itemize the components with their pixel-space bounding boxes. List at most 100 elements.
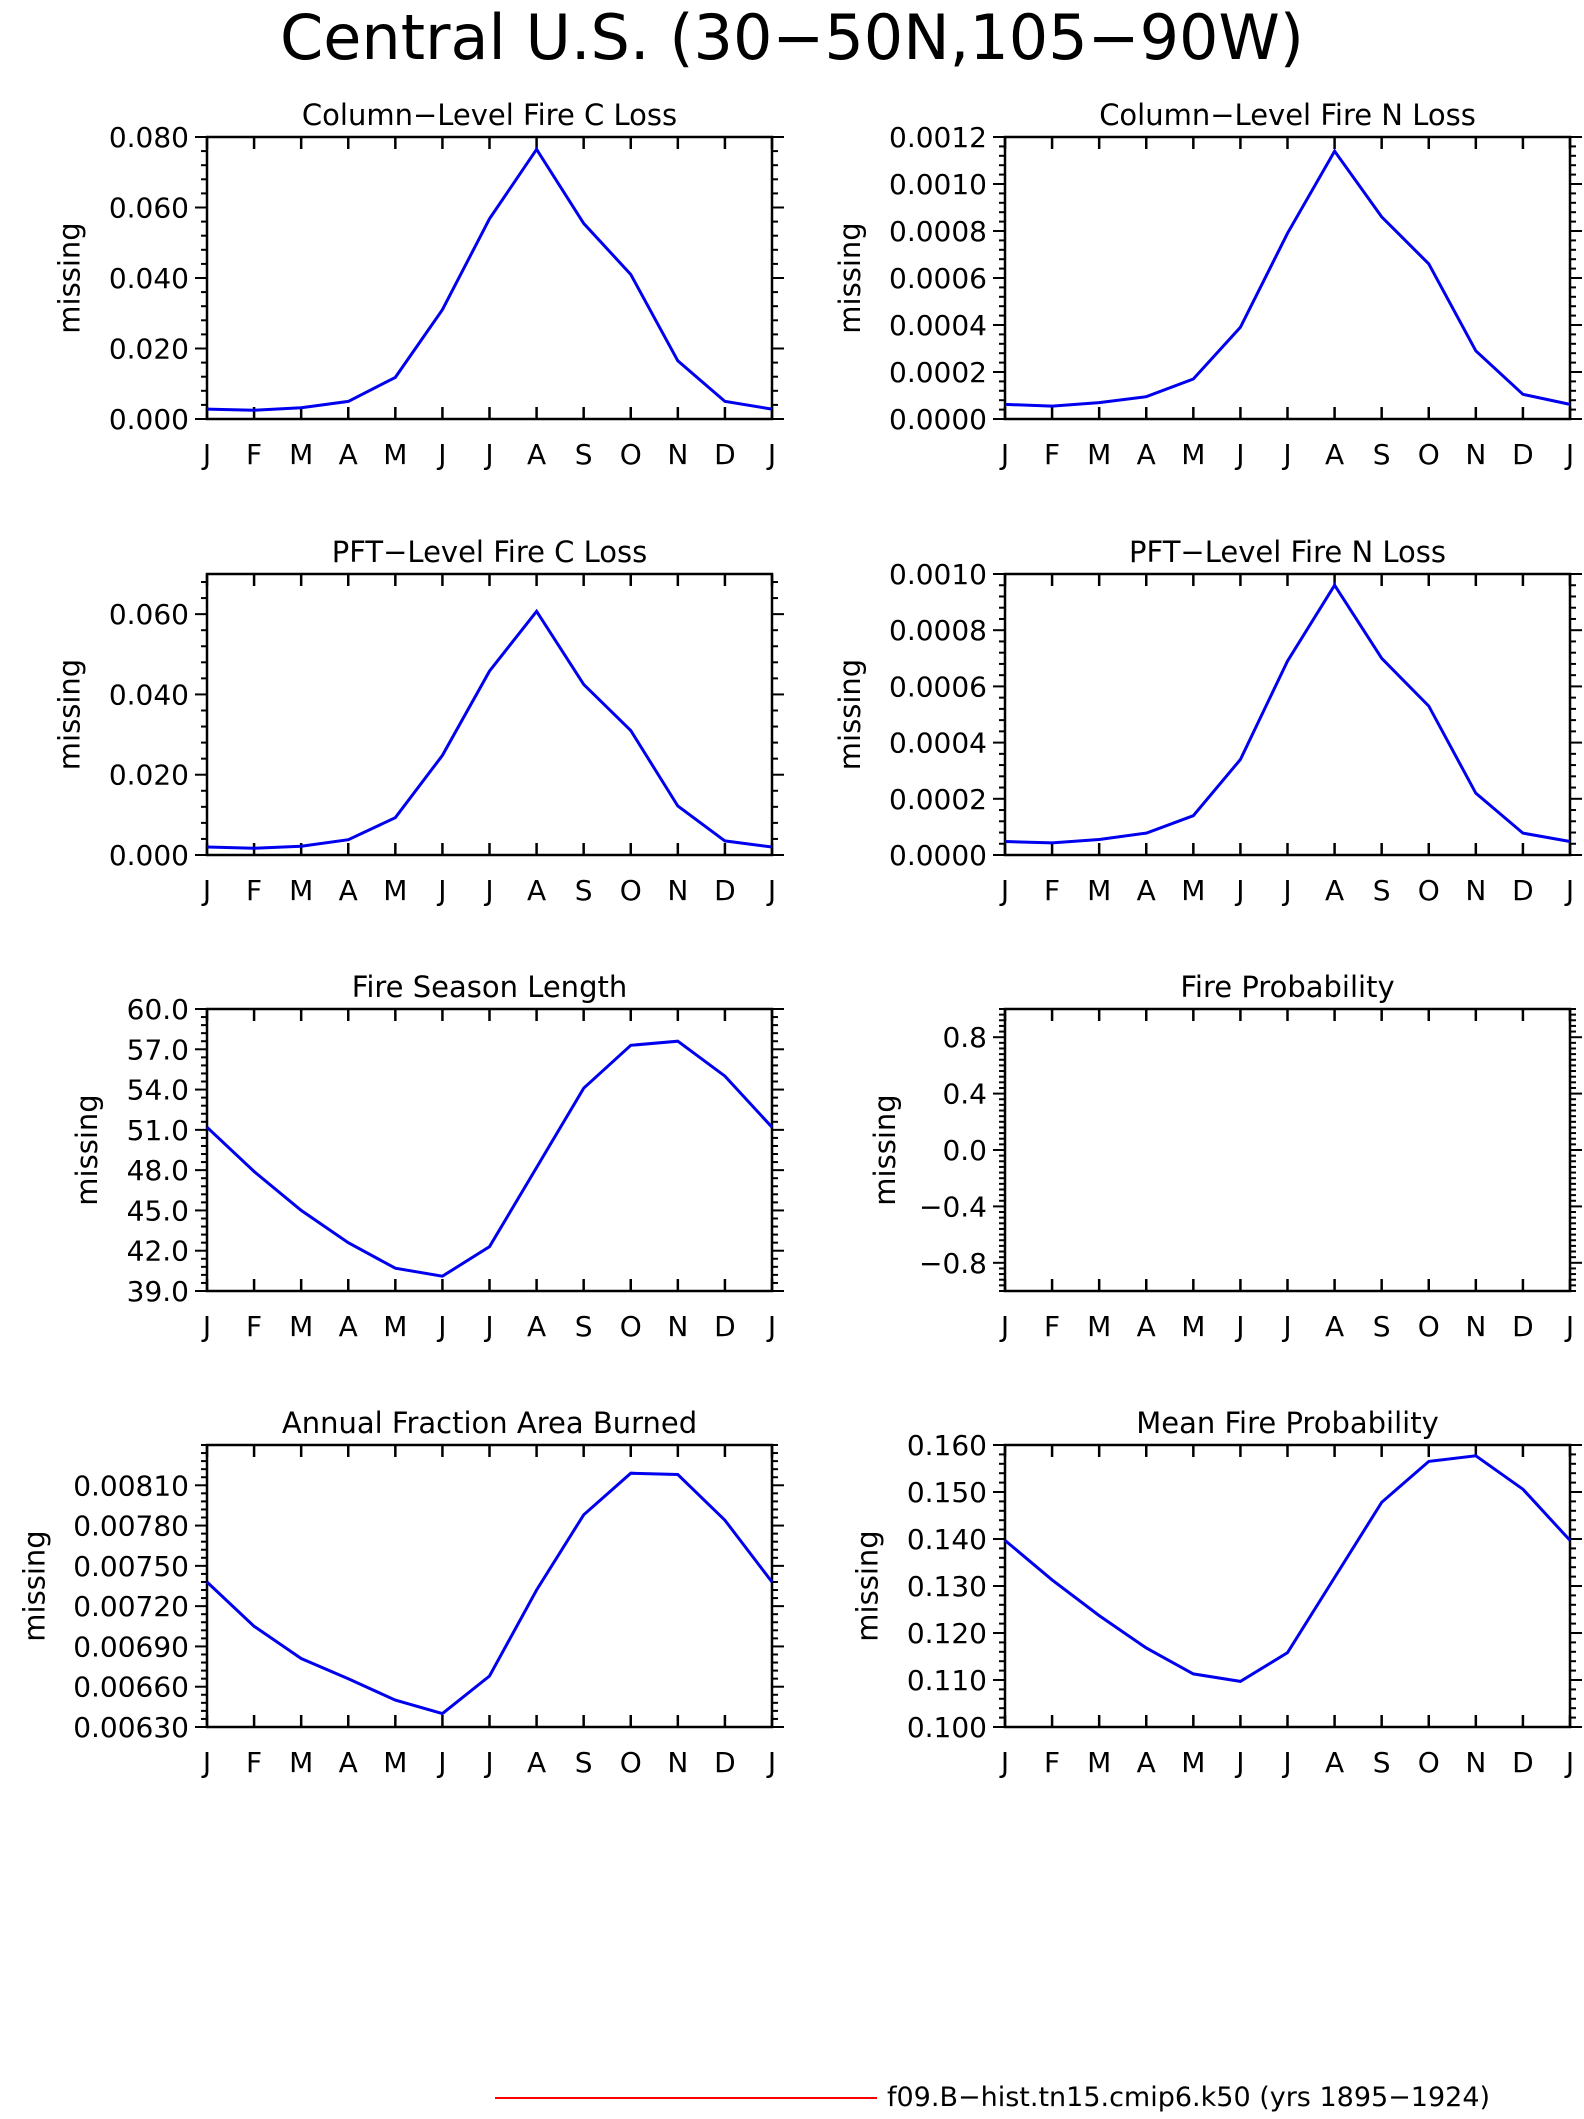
x-tick-label: S [575,874,593,907]
x-tick-label: A [527,438,546,471]
chart-svg: J F M A M J J A S O N D J39.042.045.048.051.054.057.… [70,970,784,1343]
x-tick-label: M [289,874,313,907]
y-tick-label: 0.0006 [889,670,987,703]
panel-title: Column−Level Fire N Loss [1099,98,1476,132]
x-tick-label: A [1325,874,1344,907]
x-tick-label: F [1044,874,1060,907]
y-tick-label: 0.0000 [889,839,987,872]
x-tick-label: J [999,1746,1009,1779]
x-tick-label: J [1281,1310,1291,1343]
x-tick-label: J [201,874,211,907]
x-tick-label: M [1087,1310,1111,1343]
x-tick-label: J [436,438,446,471]
x-tick-label: M [289,1746,313,1779]
x-tick-label: S [1373,438,1391,471]
y-tick-label: −0.4 [919,1190,987,1223]
panel-fire-probability: J F M A M J J A S O N D J −0.8 −0.4 0.0 0.4 0.8 missing Fir… [795,949,1584,1365]
x-tick-label: A [339,438,358,471]
x-tick-label: F [1044,1746,1060,1779]
series-line [1004,582,1571,845]
y-tick-label: 0.000 [109,839,189,872]
y-tick-label: 0.0006 [889,262,987,295]
x-tick-label: J [1234,1746,1244,1779]
plot-frame [1003,572,1572,857]
x-tick-label: D [1512,1310,1534,1343]
x-tick-label: J [999,874,1009,907]
y-tick-label: 0.0010 [889,168,987,201]
y-tick-label: 0.060 [109,598,189,631]
x-tick-label: J [766,874,776,907]
panel-title: Fire Season Length [352,970,627,1004]
y-tick-label: 0.160 [907,1429,987,1462]
x-tick-label: J [1234,874,1244,907]
y-tick-label: 0.040 [109,262,189,295]
y-axis-label: missing [70,1094,104,1205]
x-tick-label: M [1087,438,1111,471]
y-tick-label: 0.0 [942,1134,987,1167]
y-tick-label: 0.0000 [889,403,987,436]
x-tick-label: J [1564,874,1574,907]
panel-title: PFT−Level Fire N Loss [1129,535,1446,569]
chart-svg: J F M A M J J A S O N D J0.0000.0200.0400.060missing… [53,535,784,907]
y-tick-label: 0.110 [907,1664,987,1697]
x-tick-label: M [1181,438,1205,471]
x-tick-label: J [1281,438,1291,471]
x-tick-label: A [1325,1746,1344,1779]
x-tick-label: A [339,874,358,907]
x-tick-label: D [714,1310,736,1343]
x-tick-label: F [246,438,262,471]
y-axis-label: missing [53,222,87,333]
y-tick-label: 0.0010 [889,558,987,591]
y-tick-label: 0.00780 [73,1510,189,1543]
y-tick-label: 0.120 [907,1617,987,1650]
y-tick-label: 0.020 [109,333,189,366]
y-axis-label: missing [851,1530,885,1641]
x-tick-label: M [1181,1746,1205,1779]
panel-column-fire-c-loss: J F M A M J J A S O N D J 0.000 0.020 0.040 0.060 0.080 mi… [0,77,792,493]
y-tick-label: 0.0002 [889,783,987,816]
x-tick-label: J [1564,1310,1574,1343]
x-tick-label: O [1418,438,1440,471]
x-tick-label: S [575,1310,593,1343]
panel-pft-fire-c-loss: J F M A M J J A S O N D J 0.000 0.020 0.040 0.060 missing… [0,514,792,929]
x-tick-label: F [246,1746,262,1779]
panel-mean-fire-probability: J F M A M J J A S O N D J 0.100 0.110 0.120 0.130 0.140 0.… [795,1385,1584,1801]
y-tick-label: 51.0 [127,1114,189,1147]
x-tick-label: F [246,1310,262,1343]
figure-title: Central U.S. (30−50N,105−90W) [280,1,1304,74]
plot-frame [205,1443,774,1729]
x-tick-label: J [483,1746,493,1779]
chart-svg: J F M A M J J A S O N D J0.1000.1100.1200.1300.1400.… [851,1406,1582,1779]
x-tick-label: S [575,438,593,471]
x-tick-label: D [1512,438,1534,471]
x-tick-label: J [1234,438,1244,471]
panel-annual-fraction-area-burned: J F M A M J J A S O N D J 0.00630 0.00660 0.00690 0.0072… [0,1385,792,1801]
y-tick-label: 0.140 [907,1523,987,1556]
x-tick-label: J [483,438,493,471]
y-tick-label: 0.0004 [889,727,987,760]
series-line [1004,1454,1572,1683]
y-tick-label: 0.0008 [889,614,987,647]
panel-title: Column−Level Fire C Loss [302,98,677,132]
x-tick-label: J [201,1746,211,1779]
x-tick-label: M [1087,874,1111,907]
y-tick-label: 0.060 [109,192,189,225]
y-tick-label: 0.150 [907,1476,987,1509]
y-tick-label: 0.0004 [889,309,987,342]
x-tick-label: A [1325,438,1344,471]
y-tick-label: 0.040 [109,678,189,711]
x-tick-label: D [714,874,736,907]
x-tick-label: A [1137,1746,1156,1779]
x-tick-label: M [1181,1310,1205,1343]
x-tick-label: J [1564,1746,1574,1779]
x-tick-label: M [1181,874,1205,907]
series-line [1004,148,1571,408]
x-tick-label: N [1465,1310,1486,1343]
x-tick-label: A [527,874,546,907]
x-tick-label: J [999,438,1009,471]
y-tick-label: 0.00810 [73,1469,189,1502]
y-tick-label: 42.0 [127,1235,189,1268]
x-tick-label: N [1465,438,1486,471]
y-axis-label: missing [833,659,867,770]
y-axis-label: missing [833,222,867,333]
